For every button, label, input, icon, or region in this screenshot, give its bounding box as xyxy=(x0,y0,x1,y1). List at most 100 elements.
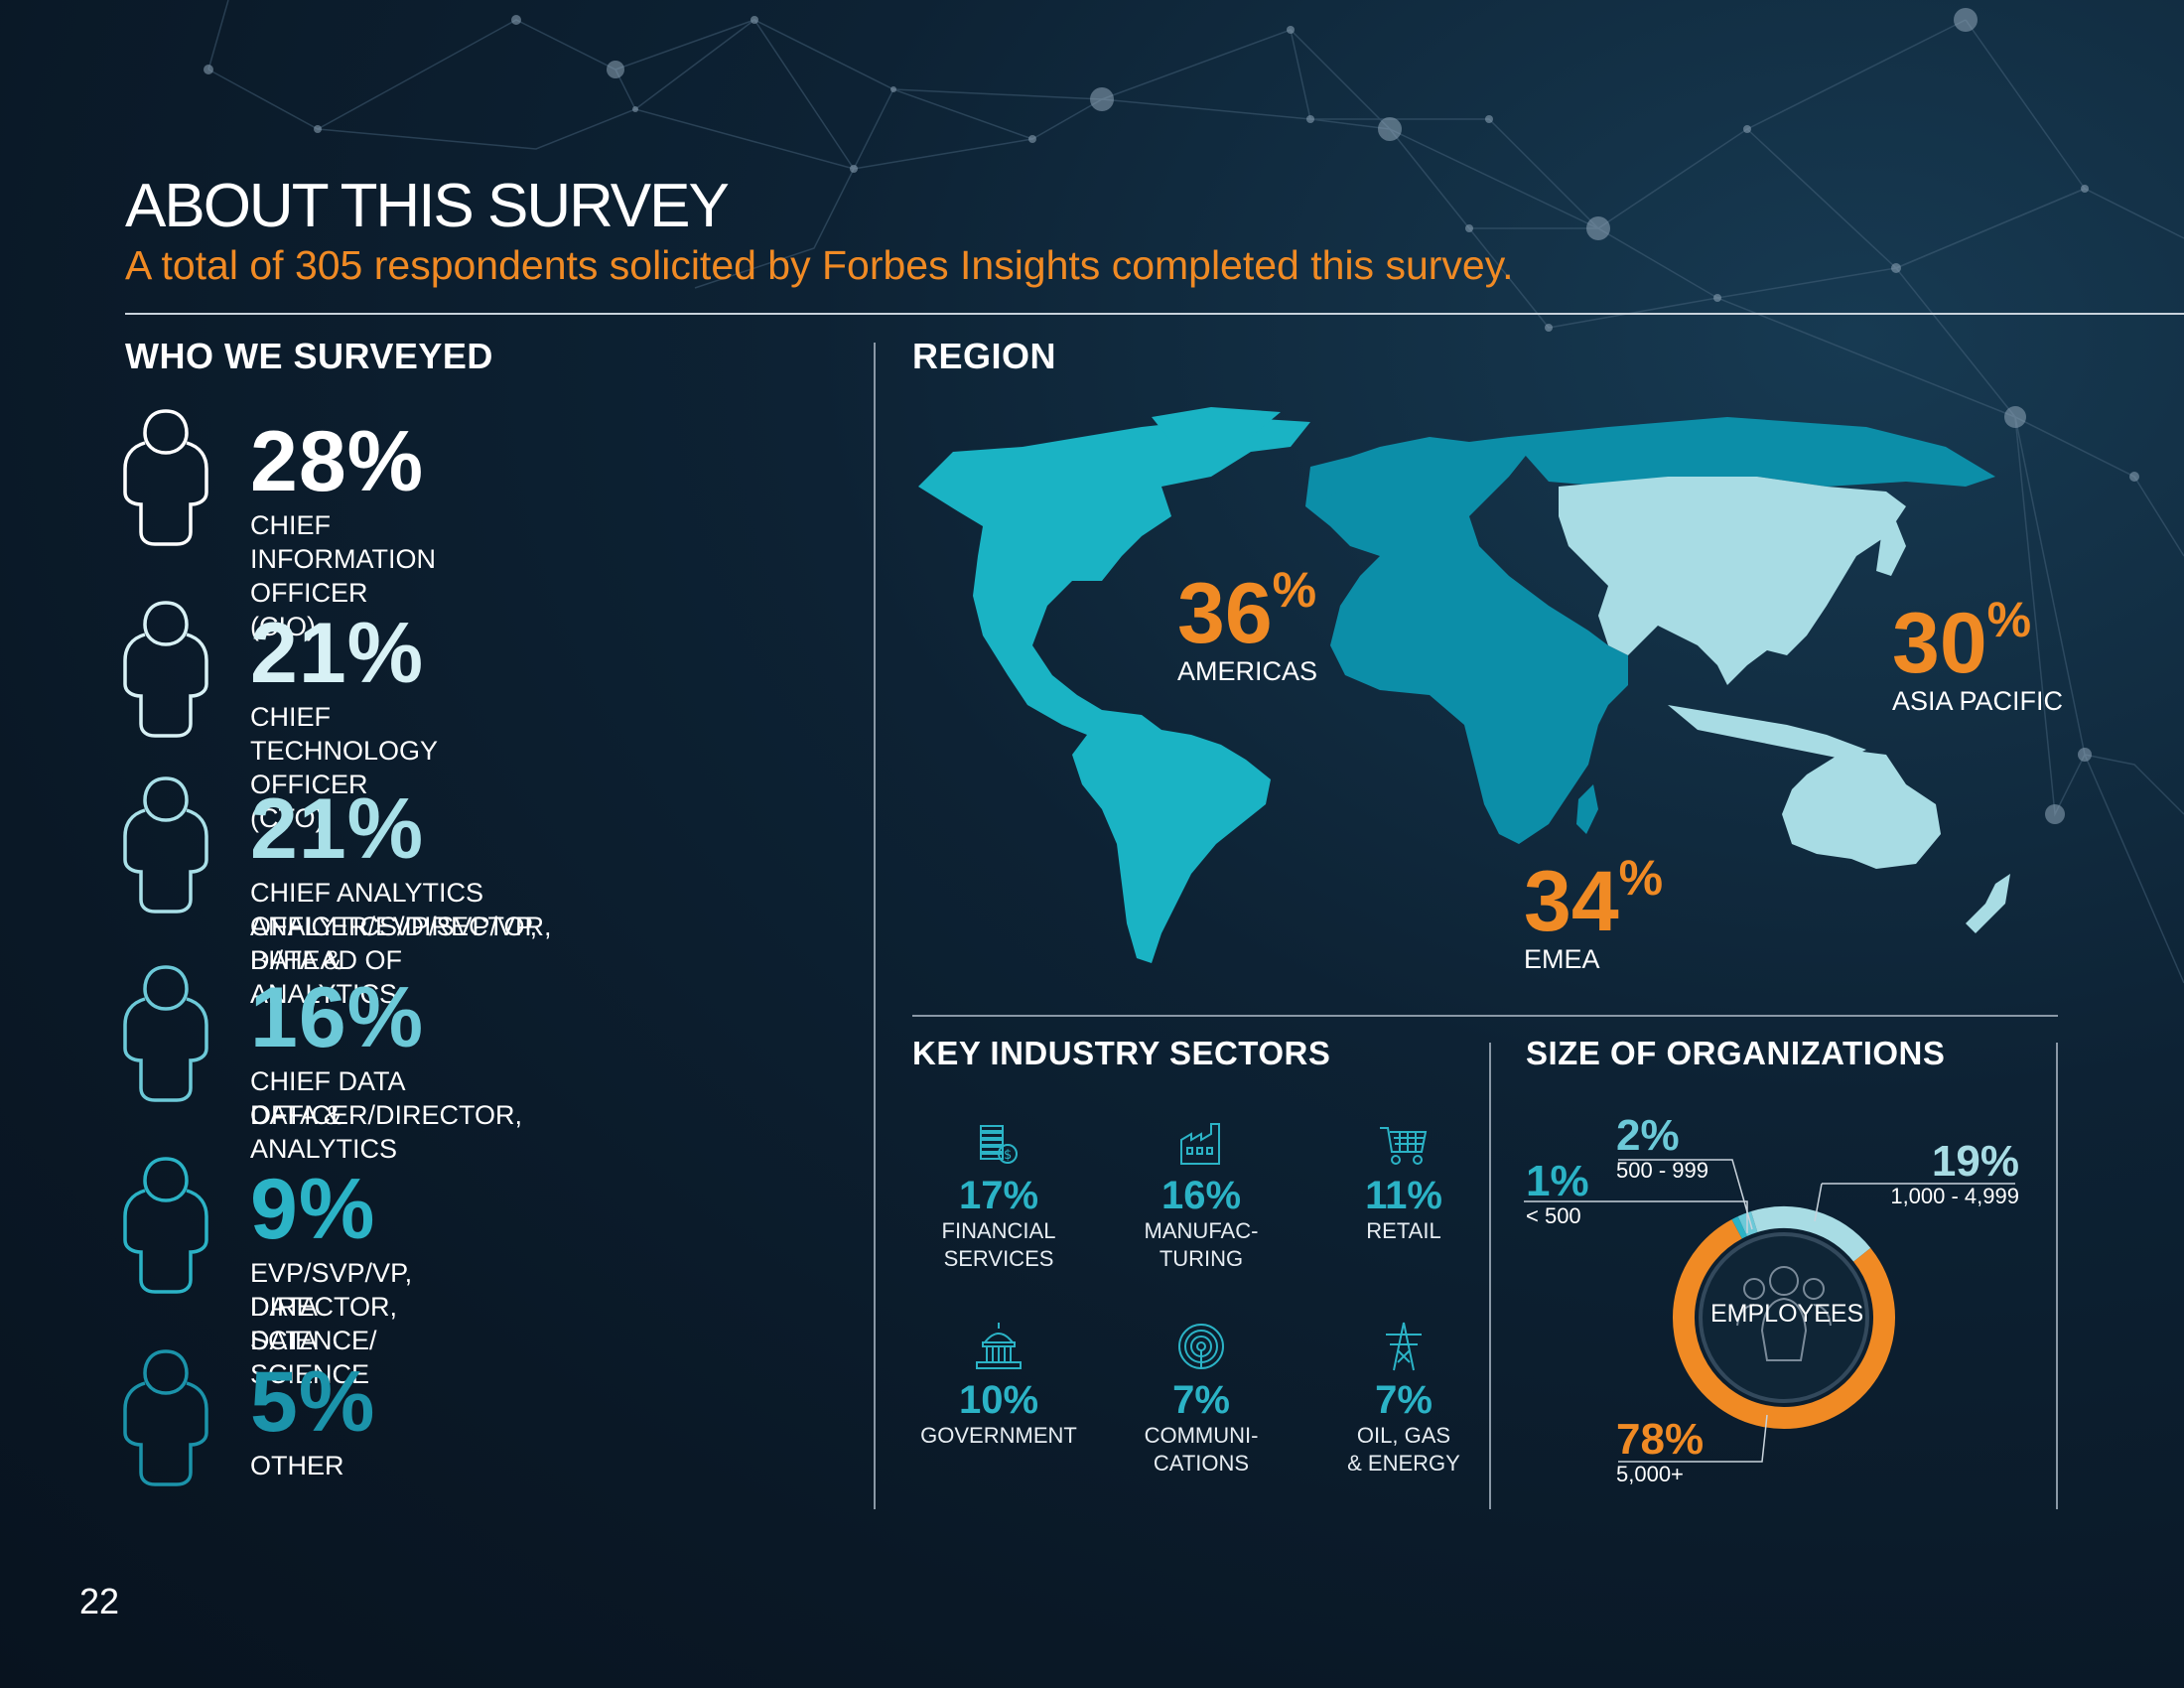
industry-label: CATIONS xyxy=(1153,1451,1250,1476)
industry-label: TURING xyxy=(1159,1246,1244,1271)
person-icon xyxy=(123,1157,208,1294)
industry-heading: KEY INDUSTRY SECTORS xyxy=(912,1035,1331,1071)
industry-communications: 7% COMMUNI- CATIONS xyxy=(1102,1321,1300,1477)
org-segment-1000-4999: 19% 1,000 - 4,999 xyxy=(1886,1140,2019,1209)
surveyed-role-line1: CHIEF ANALYTICS OFFICER/EVP/SVP/VP, DATA… xyxy=(250,878,538,975)
surveyed-percent: 5% xyxy=(250,1354,376,1450)
svg-text:$: $ xyxy=(1004,1148,1012,1163)
surveyed-role-line1: EVP/SVP/VP, DATA SCIENCE/ xyxy=(250,1258,413,1355)
column-divider xyxy=(874,343,876,1509)
industry-label: FINANCIAL xyxy=(941,1218,1056,1243)
people-group-icon xyxy=(1736,1266,1832,1361)
page-title: ABOUT THIS SURVEY xyxy=(125,172,730,240)
org-segment-lt500: 1% < 500 xyxy=(1526,1160,1589,1229)
person-icon xyxy=(123,601,208,738)
industry-manufacturing: 16% MANUFAC- TURING xyxy=(1102,1120,1300,1273)
surveyed-percent: 16% xyxy=(250,970,425,1065)
org-donut-chart xyxy=(1524,1159,2015,1463)
region-americas: 36% AMERICAS xyxy=(1177,562,1318,687)
map-uk xyxy=(1315,462,1338,501)
surveyed-role-line1: OTHER xyxy=(250,1451,344,1480)
map-new-zealand xyxy=(1966,874,2010,933)
industry-percent: 11% xyxy=(1365,1174,1442,1217)
org-percent: 19% xyxy=(1931,1137,2019,1186)
page-number: 22 xyxy=(79,1581,120,1621)
map-indonesia xyxy=(1668,705,1866,760)
map-madagascar xyxy=(1576,784,1598,834)
org-segment-5000-plus: 78% 5,000+ xyxy=(1616,1418,1704,1487)
emea-percent: 34% xyxy=(1524,850,1664,949)
surveyed-role-line2: DATA & ANALYTICS xyxy=(250,1100,398,1164)
region-emea: 34% EMEA xyxy=(1524,850,1664,975)
industry-label: GOVERNMENT xyxy=(920,1423,1077,1448)
world-map xyxy=(918,407,2010,963)
org-segment-500-999: 2% 500 - 999 xyxy=(1616,1114,1708,1184)
donut-segment xyxy=(1737,1211,1758,1237)
donut-segment xyxy=(1731,1216,1747,1239)
surveyed-role-line1: CHIEF DATA OFFICER/DIRECTOR, xyxy=(250,1066,523,1130)
apac-percent: 30% xyxy=(1892,592,2032,691)
industry-label: & ENERGY xyxy=(1347,1451,1460,1476)
org-label: 5,000+ xyxy=(1616,1462,1684,1486)
region-apac: 30% ASIA PACIFIC xyxy=(1892,592,2064,717)
donut-segment xyxy=(1673,1219,1895,1429)
person-icon xyxy=(123,965,208,1102)
org-percent: 78% xyxy=(1616,1415,1705,1464)
map-japan xyxy=(1876,521,1906,576)
map-russia xyxy=(1509,417,1995,487)
surveyed-role-line2: ANALYTICS/DIRECTOR, BI/HEAD OF ANALYTICS xyxy=(250,912,552,1009)
region-divider xyxy=(912,1015,2058,1017)
industry-percent: 16% xyxy=(1160,1174,1242,1217)
surveyed-percent: 21% xyxy=(250,781,425,877)
apac-label: ASIA PACIFIC xyxy=(1892,686,2064,716)
surveyed-percent: 21% xyxy=(250,606,425,701)
industry-label: OIL, GAS xyxy=(1356,1423,1451,1448)
industry-label: MANUFAC- xyxy=(1144,1218,1259,1243)
factory-icon xyxy=(1180,1123,1220,1165)
surveyed-role-line1: CHIEF INFORMATION OFFICER (CIO) xyxy=(250,510,436,641)
surveyed-role-line2: DIRECTOR, DATA SCIENCE xyxy=(250,1292,398,1389)
person-icon xyxy=(123,1349,208,1486)
industry-label: COMMUNI- xyxy=(1144,1423,1259,1448)
industry-retail: 11% RETAIL xyxy=(1304,1120,1503,1245)
person-icon xyxy=(123,776,208,914)
capitol-building-icon xyxy=(976,1323,1022,1369)
page-subtitle: A total of 305 respondents solicited by … xyxy=(125,242,1514,288)
map-apac xyxy=(1559,477,1906,685)
org-label: < 500 xyxy=(1526,1203,1581,1228)
surveyed-percent: 28% xyxy=(250,414,425,509)
industry-financial: $ 17% FINANCIAL SERVICES xyxy=(899,1120,1098,1273)
money-stack-icon: $ xyxy=(980,1125,1018,1164)
map-australia xyxy=(1782,750,1941,869)
map-americas xyxy=(918,417,1310,963)
map-greenland xyxy=(1152,407,1281,452)
americas-label: AMERICAS xyxy=(1177,656,1318,686)
orgsize-heading: SIZE OF ORGANIZATIONS xyxy=(1526,1035,1946,1071)
who-we-surveyed-heading: WHO WE SURVEYED xyxy=(125,336,493,376)
donut-center xyxy=(1699,1232,1869,1403)
surveyed-percent: 9% xyxy=(250,1162,376,1257)
industry-government: 10% GOVERNMENT xyxy=(899,1321,1098,1450)
org-center-label: EMPLOYEES xyxy=(1710,1300,1864,1328)
shopping-cart-icon xyxy=(1380,1127,1428,1165)
right-edge-divider xyxy=(2056,1043,2058,1509)
industry-percent: 17% xyxy=(958,1174,1039,1217)
person-icon xyxy=(123,409,208,546)
org-label: 1,000 - 4,999 xyxy=(1890,1184,2019,1208)
org-label: 500 - 999 xyxy=(1616,1158,1708,1183)
americas-percent: 36% xyxy=(1177,562,1317,661)
surveyed-role-line1: CHIEF TECHNOLOGY OFFICER (CTO) xyxy=(250,702,438,833)
industry-label: RETAIL xyxy=(1366,1218,1441,1243)
industry-divider xyxy=(1489,1043,1491,1509)
org-percent: 1% xyxy=(1526,1157,1589,1205)
industry-percent: 10% xyxy=(958,1378,1039,1422)
title-divider xyxy=(125,313,2184,315)
emea-label: EMEA xyxy=(1524,944,1600,974)
donut-segment xyxy=(1750,1206,1871,1262)
region-heading: REGION xyxy=(912,336,1057,376)
industry-percent: 7% xyxy=(1375,1378,1433,1422)
power-tower-icon xyxy=(1386,1322,1422,1371)
broadcast-signal-icon xyxy=(1178,1324,1224,1369)
org-percent: 2% xyxy=(1616,1111,1680,1160)
industry-label: SERVICES xyxy=(943,1246,1054,1271)
